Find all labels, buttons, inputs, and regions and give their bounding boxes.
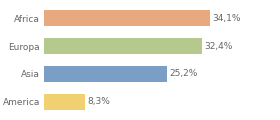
Text: 25,2%: 25,2% xyxy=(169,69,198,78)
Bar xyxy=(44,38,202,54)
Bar xyxy=(44,10,210,26)
Bar xyxy=(44,66,167,82)
Text: 32,4%: 32,4% xyxy=(204,42,233,51)
Text: 8,3%: 8,3% xyxy=(88,97,110,106)
Bar xyxy=(44,94,85,110)
Text: 34,1%: 34,1% xyxy=(213,14,241,23)
